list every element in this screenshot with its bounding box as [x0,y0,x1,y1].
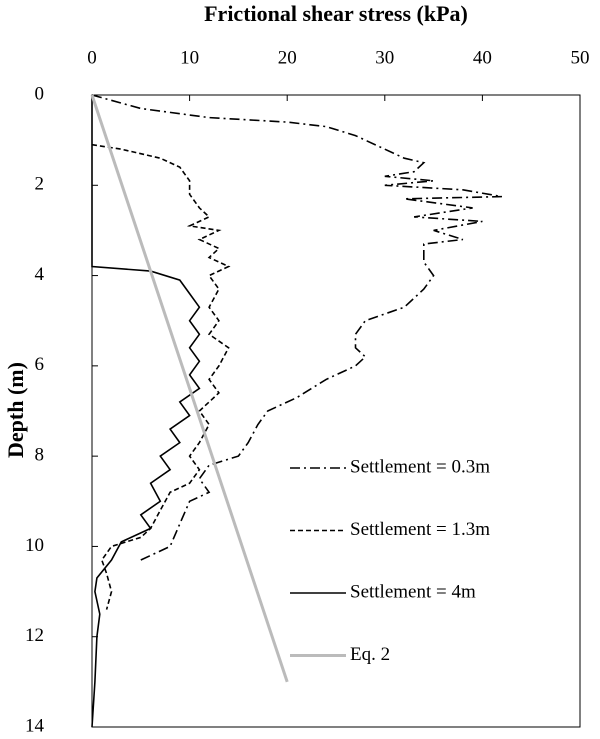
y-tick-label: 4 [35,264,45,285]
y-axis-title: Depth (m) [3,362,28,458]
legend-label: Settlement = 0.3m [350,456,490,477]
y-tick-label: 2 [35,174,45,195]
y-tick-label: 10 [25,535,44,556]
x-tick-label: 20 [278,47,297,68]
y-tick-label: 14 [25,715,45,736]
legend-label: Eq. 2 [350,644,390,665]
x-tick-label: 30 [375,47,394,68]
x-tick-label: 0 [87,47,97,68]
x-axis-title: Frictional shear stress (kPa) [204,1,468,26]
y-tick-label: 8 [35,445,45,466]
legend-label: Settlement = 4m [350,581,476,602]
line-series [91,143,231,610]
x-tick-label: 10 [180,47,199,68]
line-series [90,94,289,683]
line-series [91,94,503,561]
y-tick-label: 12 [25,625,44,646]
x-tick-label: 50 [571,47,590,68]
line-series [91,95,201,728]
legend-label: Settlement = 1.3m [350,519,490,540]
y-tick-label: 6 [35,354,45,375]
x-tick-label: 40 [473,47,492,68]
plot-frame [91,94,581,728]
y-tick-label: 0 [35,83,45,104]
